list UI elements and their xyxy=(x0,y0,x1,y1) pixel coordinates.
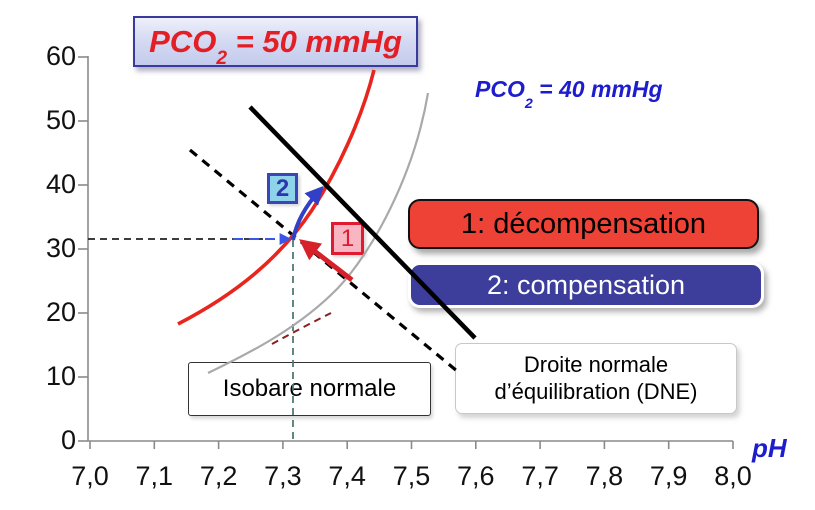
x-tick-label: 7,9 xyxy=(649,461,688,491)
x-tick-label: 7,7 xyxy=(521,461,559,491)
x-tick-label: 7,1 xyxy=(135,461,174,491)
y-tick-label: 10 xyxy=(45,360,76,391)
dne-box: Droite normale d’équilibration (DNE) xyxy=(455,343,737,414)
x-tick-label: 7,8 xyxy=(585,461,624,491)
dark-red-dashed-segment xyxy=(271,312,332,345)
isobare-normale-box: Isobare normale xyxy=(188,362,431,416)
compensation-callout: 2: compensation xyxy=(408,262,764,308)
y-tick-label: 40 xyxy=(45,168,76,199)
x-tick-label: 7,5 xyxy=(392,461,431,491)
marker-chip-2: 2 xyxy=(267,173,298,204)
y-tick-label: 20 xyxy=(45,296,76,327)
dne-label-line2: d’équilibration (DNE) xyxy=(494,378,698,404)
y-tick-label: 30 xyxy=(45,232,76,263)
x-ticks xyxy=(89,441,734,449)
x-tick-label: 8,0 xyxy=(714,461,752,491)
x-tick-label: 7,6 xyxy=(457,461,495,491)
isobare-normale-label: Isobare normale xyxy=(222,375,397,402)
x-tick-label: 7,3 xyxy=(264,461,302,491)
pco2-50-title-box: PCO2 = 50 mmHg xyxy=(133,16,418,69)
y-tick-label: 60 xyxy=(45,40,76,71)
pco2-50-title-text: PCO2 = 50 mmHg xyxy=(149,23,402,69)
decompensation-label: 1: décompensation xyxy=(460,207,707,240)
dne-label-line1: Droite normale xyxy=(523,351,669,377)
compensation-label: 2: compensation xyxy=(486,269,686,300)
marker-chip-1: 1 xyxy=(331,222,364,255)
y-tick-label: 0 xyxy=(60,424,76,455)
pco2-40-label: PCO2 = 40 mmHg xyxy=(475,76,663,112)
x-tick-label: 7,0 xyxy=(71,461,109,491)
x-tick-label: 7,2 xyxy=(199,461,238,491)
x-axis-title: pH xyxy=(752,433,787,463)
y-ticks xyxy=(78,56,88,442)
dne-dashed-line xyxy=(188,148,459,373)
y-tick-label: 50 xyxy=(45,104,76,135)
decompensation-callout: 1: décompensation xyxy=(408,199,759,249)
x-tick-label: 7,4 xyxy=(328,461,366,491)
pco2-40-isobar-curve xyxy=(207,92,430,374)
